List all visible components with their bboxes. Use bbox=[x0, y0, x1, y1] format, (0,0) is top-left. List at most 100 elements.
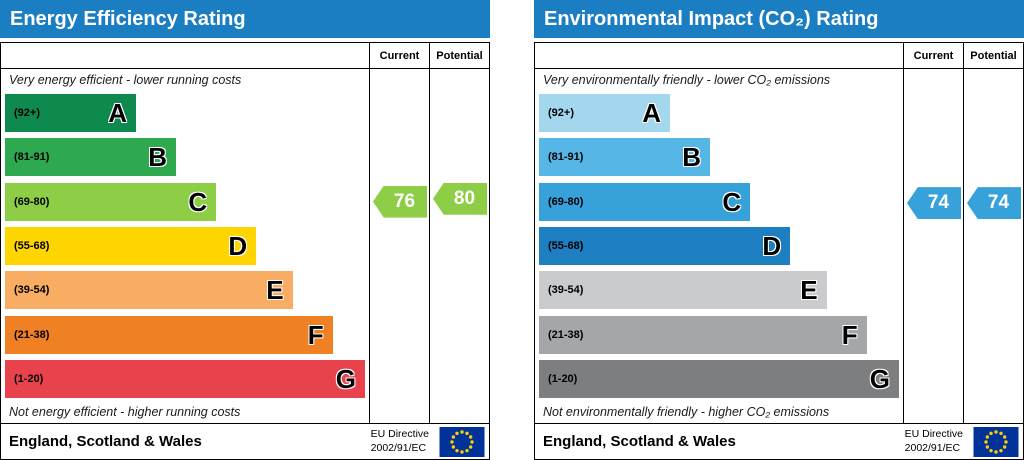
environmental-impact-panel: Environmental Impact (CO₂) Rating Curren… bbox=[534, 0, 1024, 460]
panel-title-bar: Environmental Impact (CO₂) Rating bbox=[534, 0, 1024, 38]
band-row: (81-91) B bbox=[535, 135, 899, 179]
chart-body: Very energy efficient - lower running co… bbox=[1, 69, 489, 423]
band-range-label: (1-20) bbox=[548, 372, 578, 385]
band-letter: D bbox=[762, 230, 782, 261]
band-letter: G bbox=[869, 363, 890, 394]
band-range-label: (92+) bbox=[14, 107, 40, 120]
band-range-label: (81-91) bbox=[14, 151, 50, 164]
potential-rating-arrow: 74 bbox=[967, 187, 1021, 220]
eu-directive-label: EU Directive 2002/91/EC bbox=[905, 428, 963, 454]
panel-title: Environmental Impact (CO₂) Rating bbox=[544, 7, 879, 30]
current-column: 76 bbox=[369, 69, 429, 423]
band-row: (1-20) G bbox=[535, 357, 899, 401]
band-row: (1-20) G bbox=[1, 357, 365, 401]
band-row: (69-80) C bbox=[535, 180, 899, 224]
band-D: (55-68) D bbox=[539, 226, 791, 265]
band-G: (1-20) G bbox=[5, 359, 365, 398]
current-column: 74 bbox=[903, 69, 963, 423]
eu-flag-icon bbox=[973, 426, 1019, 457]
band-range-label: (55-68) bbox=[14, 239, 50, 252]
eu-directive-label: EU Directive 2002/91/EC bbox=[371, 428, 429, 454]
band-range-label: (21-38) bbox=[548, 328, 584, 341]
band-letter: C bbox=[188, 186, 208, 217]
table-header-row: Current Potential bbox=[1, 43, 489, 69]
band-range-label: (21-38) bbox=[14, 328, 50, 341]
band-range-label: (1-20) bbox=[14, 372, 44, 385]
band-row: (21-38) F bbox=[1, 312, 365, 356]
band-E: (39-54) E bbox=[5, 271, 293, 310]
band-range-label: (81-91) bbox=[548, 151, 584, 164]
table-footer: England, Scotland & Wales EU Directive 2… bbox=[535, 423, 1023, 459]
chart-body: Very environmentally friendly - lower CO… bbox=[535, 69, 1023, 423]
bottom-caption: Not environmentally friendly - higher CO… bbox=[543, 405, 830, 419]
band-letter: B bbox=[148, 142, 168, 173]
band-letter: A bbox=[108, 98, 128, 129]
band-range-label: (55-68) bbox=[548, 239, 584, 252]
rating-table: Current Potential Very environmentally f… bbox=[534, 42, 1024, 460]
band-letter: E bbox=[266, 275, 284, 306]
table-footer: England, Scotland & Wales EU Directive 2… bbox=[1, 423, 489, 459]
eu-directive-line2: 2002/91/EC bbox=[904, 441, 961, 454]
band-C: (69-80) C bbox=[539, 182, 751, 221]
band-row: (55-68) D bbox=[535, 224, 899, 268]
band-letter: D bbox=[228, 230, 248, 261]
band-letter: E bbox=[800, 275, 818, 306]
band-F: (21-38) F bbox=[5, 315, 333, 354]
band-letter: F bbox=[307, 319, 324, 350]
header-spacer bbox=[535, 43, 903, 68]
bands-column: Very energy efficient - lower running co… bbox=[1, 69, 369, 423]
band-range-label: (92+) bbox=[548, 107, 574, 120]
potential-column: 80 bbox=[429, 69, 489, 423]
region-label: England, Scotland & Wales bbox=[543, 433, 736, 450]
band-letter: C bbox=[722, 186, 742, 217]
band-B: (81-91) B bbox=[539, 138, 711, 177]
band-row: (92+) A bbox=[535, 91, 899, 135]
band-row: (81-91) B bbox=[1, 135, 365, 179]
band-row: (69-80) C bbox=[1, 180, 365, 224]
band-range-label: (39-54) bbox=[14, 284, 50, 297]
panel-title: Energy Efficiency Rating bbox=[10, 7, 246, 30]
band-range-label: (39-54) bbox=[548, 284, 584, 297]
band-range-label: (69-80) bbox=[548, 195, 584, 208]
eu-directive-line1: EU Directive bbox=[370, 428, 429, 441]
band-row: (21-38) F bbox=[535, 312, 899, 356]
current-rating-arrow: 74 bbox=[907, 187, 961, 220]
bands: (92+) A (81-91) B (69-80) C (55-68) D (39-54) E (2… bbox=[1, 91, 369, 401]
potential-column: 74 bbox=[963, 69, 1023, 423]
potential-rating-arrow: 80 bbox=[433, 182, 487, 215]
band-row: (55-68) D bbox=[1, 224, 365, 268]
top-caption: Very environmentally friendly - lower CO… bbox=[543, 73, 831, 87]
eu-directive-line2: 2002/91/EC bbox=[370, 441, 427, 454]
band-E: (39-54) E bbox=[539, 271, 827, 310]
band-letter: A bbox=[642, 98, 662, 129]
band-F: (21-38) F bbox=[539, 315, 867, 354]
header-spacer bbox=[1, 43, 369, 68]
band-A: (92+) A bbox=[5, 94, 137, 133]
band-G: (1-20) G bbox=[539, 359, 899, 398]
energy-efficiency-panel: Energy Efficiency Rating Current Potenti… bbox=[0, 0, 490, 460]
rating-table: Current Potential Very energy efficient … bbox=[0, 42, 490, 460]
bands-column: Very environmentally friendly - lower CO… bbox=[535, 69, 903, 423]
eu-directive-line1: EU Directive bbox=[904, 428, 963, 441]
band-row: (92+) A bbox=[1, 91, 365, 135]
top-caption: Very energy efficient - lower running co… bbox=[9, 73, 242, 87]
band-range-label: (69-80) bbox=[14, 195, 50, 208]
bottom-caption: Not energy efficient - higher running co… bbox=[9, 405, 241, 419]
band-row: (39-54) E bbox=[535, 268, 899, 312]
band-D: (55-68) D bbox=[5, 226, 257, 265]
eu-flag-icon bbox=[439, 426, 485, 457]
band-B: (81-91) B bbox=[5, 138, 177, 177]
bands: (92+) A (81-91) B (69-80) C (55-68) D (39-54) E (2… bbox=[535, 91, 903, 401]
band-letter: B bbox=[682, 142, 702, 173]
potential-column-header: Potential bbox=[963, 43, 1023, 68]
current-rating-arrow: 76 bbox=[373, 185, 427, 218]
current-column-header: Current bbox=[903, 43, 963, 68]
band-letter: G bbox=[335, 363, 356, 394]
table-header-row: Current Potential bbox=[535, 43, 1023, 69]
region-label: England, Scotland & Wales bbox=[9, 433, 202, 450]
band-C: (69-80) C bbox=[5, 182, 217, 221]
current-column-header: Current bbox=[369, 43, 429, 68]
potential-column-header: Potential bbox=[429, 43, 489, 68]
band-letter: F bbox=[841, 319, 858, 350]
